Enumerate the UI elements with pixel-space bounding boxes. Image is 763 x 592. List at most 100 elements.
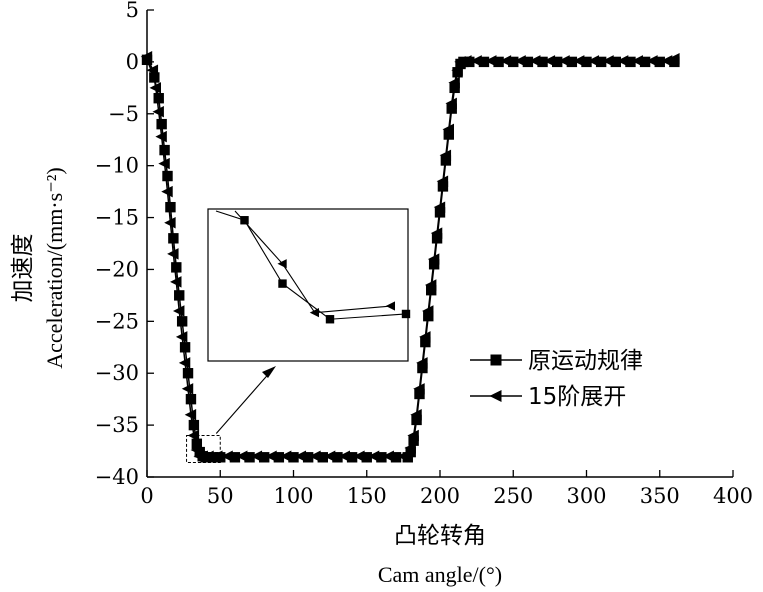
data-point (196, 450, 208, 462)
data-point (416, 357, 428, 369)
data-point (182, 368, 194, 379)
data-point (259, 452, 270, 463)
inset-point (240, 216, 249, 225)
data-point (361, 452, 372, 463)
data-point (543, 55, 556, 67)
data-point (625, 56, 636, 68)
data-point (566, 56, 578, 68)
data-point (161, 185, 173, 198)
data-point (179, 342, 191, 353)
data-point (390, 452, 402, 463)
data-point (221, 450, 233, 462)
inset-series-1 (215, 210, 411, 324)
data-point (279, 450, 292, 462)
y-tick-label: −10 (95, 154, 139, 178)
data-point (660, 55, 673, 67)
x-tick-label: 400 (713, 484, 753, 508)
data-point (442, 123, 454, 136)
data-point (410, 409, 422, 421)
data-point (146, 64, 159, 76)
x-tick-label: 0 (140, 484, 153, 508)
inset-point (277, 259, 287, 269)
x-tick-label: 150 (347, 484, 387, 508)
data-point (405, 446, 416, 458)
data-point (407, 429, 419, 442)
data-point (302, 452, 314, 463)
data-point (175, 331, 188, 343)
data-point (229, 452, 241, 463)
y-tick-label: −25 (95, 309, 139, 333)
data-point (376, 452, 387, 463)
data-point (172, 305, 185, 317)
data-point (445, 97, 457, 110)
data-point (184, 409, 197, 421)
legend-marker (489, 389, 502, 403)
tick-labels: 0 50 100 150 200 250 300 350 40050−5−10−15−20−25… (95, 0, 753, 508)
data-point (572, 55, 585, 67)
inset-point (385, 301, 395, 311)
data-point (558, 55, 570, 67)
y-tick-label: −40 (95, 465, 139, 489)
data-point (413, 383, 425, 395)
data-point (639, 56, 651, 68)
legend-label: 15阶展开 (528, 384, 626, 410)
data-point (439, 149, 452, 162)
legend-entry-2: 15阶展开 (470, 384, 626, 410)
data-point (422, 305, 434, 317)
x-tick-label: 350 (640, 484, 680, 508)
data-point (171, 262, 182, 273)
zoom-inset (186, 208, 411, 463)
data-point (433, 201, 446, 213)
data-point (155, 130, 167, 143)
x-tick-label: 50 (207, 484, 234, 508)
data-point (460, 55, 472, 67)
data-point (153, 93, 164, 104)
x-tick-label: 100 (273, 484, 313, 508)
data-point (668, 53, 680, 65)
data-point (317, 452, 328, 463)
data-point (165, 201, 176, 213)
y-axis-label-en: Acceleration/(mm·s⁻²) (42, 167, 67, 368)
data-point (587, 55, 600, 67)
data-point (235, 450, 248, 462)
data-point (323, 450, 336, 462)
data-point (152, 105, 164, 118)
data-point (309, 450, 321, 462)
data-point (404, 442, 416, 454)
data-point (140, 50, 153, 63)
data-point (470, 55, 482, 67)
data-point (250, 450, 263, 462)
y-tick-label: −5 (108, 102, 139, 126)
data-point (537, 56, 548, 68)
y-tick-label: −15 (95, 206, 139, 230)
data-point (273, 452, 285, 463)
data-point (419, 331, 431, 343)
inset-frame (207, 208, 409, 362)
data-point (211, 450, 223, 462)
data-point (454, 56, 466, 68)
data-point (508, 56, 519, 68)
legend-entry-1: 原运动规律 (470, 348, 643, 374)
zoom-region-box (186, 434, 221, 463)
inset-point (401, 309, 411, 319)
data-point (397, 450, 409, 462)
data-point (190, 444, 203, 456)
data-point (436, 175, 449, 187)
inset-point (309, 308, 319, 318)
data-point (164, 217, 176, 229)
data-point (514, 55, 526, 67)
y-tick-label: 5 (126, 0, 139, 22)
data-point (181, 383, 194, 395)
data-point (265, 450, 277, 462)
data-point (493, 56, 504, 68)
data-point (610, 56, 621, 68)
data-point (451, 64, 463, 76)
y-tick-label: −30 (95, 361, 139, 385)
legend-marker (490, 354, 502, 366)
data-point (448, 76, 460, 89)
data-point (424, 279, 437, 291)
data-point (602, 55, 614, 67)
data-point (427, 253, 440, 265)
data-point (338, 450, 350, 462)
legend: 原运动规律 15阶展开 (470, 348, 643, 410)
